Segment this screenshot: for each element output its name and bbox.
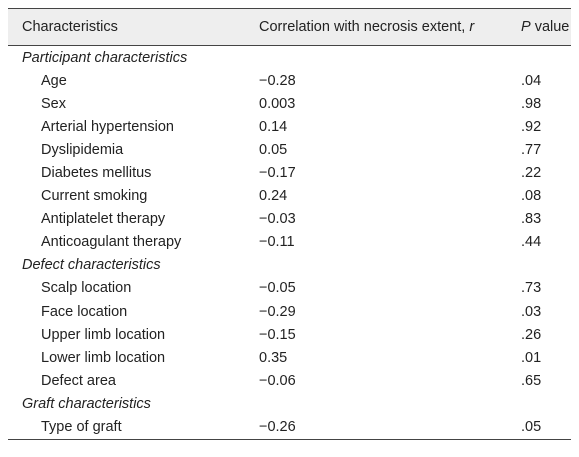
data-table: Characteristics Correlation with necrosi…	[8, 8, 571, 440]
data-row: Lower limb location 0.35 .01	[8, 346, 571, 369]
p-value: .98	[521, 95, 542, 112]
correlation: 0.24	[259, 188, 288, 205]
characteristic: Dyslipidemia	[41, 141, 124, 158]
correlation: 0.35	[259, 349, 288, 366]
p-value: .04	[521, 72, 542, 89]
data-row: Arterial hypertension 0.14 .92	[8, 115, 571, 138]
characteristic: Upper limb location	[41, 326, 166, 343]
header-cell: Correlation with necrosis extent, r	[259, 8, 521, 46]
table-body: Participant characteristics Age −0.28 .04 Se…	[8, 46, 571, 440]
p-value: .22	[521, 165, 542, 182]
data-row: Scalp location −0.05 .73	[8, 277, 571, 300]
correlation: 0.14	[259, 118, 288, 135]
p-value: .26	[521, 326, 542, 343]
group-label: Defect characteristics	[22, 257, 161, 274]
correlation: −0.05	[259, 280, 296, 297]
characteristic: Antiplatelet therapy	[41, 211, 166, 228]
characteristic: Arterial hypertension	[41, 118, 174, 135]
data-row: Dyslipidemia 0.05 .77	[8, 138, 571, 161]
correlation: −0.06	[259, 372, 296, 389]
characteristic: Sex	[41, 95, 66, 112]
header-cell: P value	[521, 8, 571, 46]
p-value: .65	[521, 372, 542, 389]
data-row: Antiplatelet therapy −0.03 .83	[8, 208, 571, 231]
group-row: Participant characteristics	[8, 46, 571, 70]
header-cell: Characteristics	[8, 8, 259, 46]
p-value: .44	[521, 234, 542, 251]
characteristic: Defect area	[41, 372, 116, 389]
group-row: Defect characteristics	[8, 254, 571, 277]
group-label: Participant characteristics	[22, 49, 188, 66]
table-header: Characteristics Correlation with necrosi…	[8, 8, 571, 46]
p-value: .01	[521, 349, 542, 366]
data-row: Upper limb location −0.15 .26	[8, 323, 571, 346]
table-container: Characteristics Correlation with necrosi…	[8, 8, 571, 440]
characteristic: Anticoagulant therapy	[41, 234, 182, 251]
characteristic: Diabetes mellitus	[41, 165, 152, 182]
data-row: Face location −0.29 .03	[8, 300, 571, 323]
correlation: −0.28	[259, 72, 296, 89]
p-value: .73	[521, 280, 542, 297]
data-row: Anticoagulant therapy −0.11 .44	[8, 231, 571, 254]
data-row: Diabetes mellitus −0.17 .22	[8, 161, 571, 184]
correlation: 0.003	[259, 95, 296, 112]
group-label: Graft characteristics	[22, 395, 151, 412]
correlation: −0.15	[259, 326, 296, 343]
characteristic: Lower limb location	[41, 349, 166, 366]
header-text: Characteristics	[22, 19, 118, 35]
data-row: Type of graft −0.26.05	[8, 415, 571, 440]
characteristic: Age	[41, 72, 67, 89]
group-row: Graft characteristics	[8, 392, 571, 415]
correlation: −0.26	[259, 415, 521, 440]
characteristic: Scalp location	[41, 280, 132, 297]
header-italic: P	[521, 19, 531, 35]
data-row: Age −0.28 .04	[8, 69, 571, 92]
data-row: Defect area −0.06 .65	[8, 369, 571, 392]
correlation: −0.29	[259, 303, 296, 320]
correlation: 0.05	[259, 141, 288, 158]
p-value: .83	[521, 211, 542, 228]
correlation: −0.17	[259, 165, 296, 182]
header-row: Characteristics Correlation with necrosi…	[8, 8, 571, 46]
p-value: .77	[521, 141, 542, 158]
correlation: −0.03	[259, 211, 296, 228]
p-value: .05	[521, 415, 571, 440]
data-row: Current smoking 0.24 .08	[8, 185, 571, 208]
p-value: .92	[521, 118, 542, 135]
characteristic: Face location	[41, 303, 128, 320]
p-value: .03	[521, 303, 542, 320]
p-value: .08	[521, 188, 542, 205]
header-text: Correlation with necrosis extent,	[259, 19, 470, 35]
correlation: −0.11	[259, 234, 295, 251]
header-italic: r	[469, 19, 475, 35]
header-text: value	[530, 19, 570, 35]
data-row: Sex 0.003 .98	[8, 92, 571, 115]
characteristic: Current smoking	[41, 188, 148, 205]
characteristic: Type of graft	[8, 415, 259, 440]
